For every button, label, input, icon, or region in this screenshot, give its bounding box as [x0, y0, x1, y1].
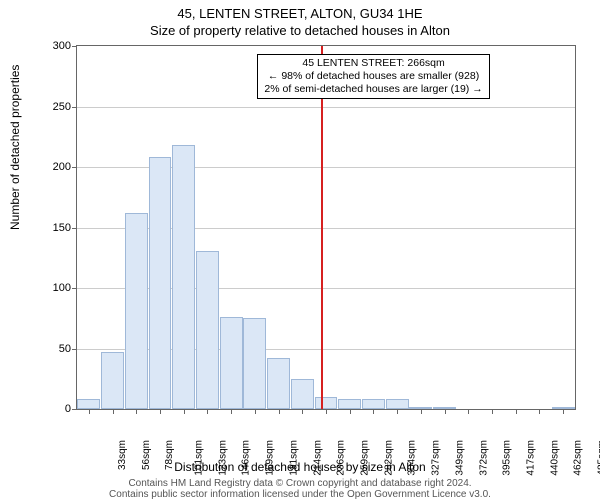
histogram-bar — [267, 358, 290, 409]
footer-attribution: Contains HM Land Registry data © Crown c… — [0, 478, 600, 500]
y-tick-mark — [72, 349, 77, 350]
footer-line1: Contains HM Land Registry data © Crown c… — [128, 478, 471, 489]
histogram-bar — [220, 317, 243, 409]
y-tick-label: 200 — [39, 161, 71, 173]
histogram-bar — [243, 318, 266, 409]
x-tick-mark — [421, 409, 422, 414]
histogram-bar — [196, 251, 219, 410]
x-tick-mark — [350, 409, 351, 414]
histogram-bar — [125, 213, 148, 409]
y-tick-mark — [72, 409, 77, 410]
y-tick-label: 300 — [39, 40, 71, 52]
x-tick-mark — [207, 409, 208, 414]
histogram-bar — [172, 145, 195, 409]
x-tick-mark — [326, 409, 327, 414]
histogram-bar — [77, 399, 100, 409]
y-tick-mark — [72, 46, 77, 47]
y-tick-mark — [72, 167, 77, 168]
x-axis-label: Distribution of detached houses by size … — [0, 460, 600, 474]
x-tick-mark — [373, 409, 374, 414]
annotation-box: 45 LENTEN STREET: 266sqm← 98% of detache… — [257, 54, 489, 99]
x-tick-mark — [516, 409, 517, 414]
x-tick-mark — [397, 409, 398, 414]
x-tick-mark — [113, 409, 114, 414]
x-tick-mark — [539, 409, 540, 414]
x-tick-mark — [492, 409, 493, 414]
page-title-desc: Size of property relative to detached ho… — [0, 21, 600, 38]
footer-line2: Contains public sector information licen… — [109, 489, 491, 500]
histogram-chart: 05010015020025030033sqm56sqm78sqm101sqm1… — [76, 45, 576, 410]
histogram-bar — [386, 399, 409, 409]
x-tick-mark — [302, 409, 303, 414]
y-axis-label: Number of detached properties — [8, 65, 22, 230]
histogram-bar — [291, 379, 314, 409]
histogram-bar — [101, 352, 124, 409]
y-tick-mark — [72, 228, 77, 229]
gridline — [77, 107, 575, 108]
y-tick-label: 100 — [39, 282, 71, 294]
x-tick-mark — [445, 409, 446, 414]
histogram-bar — [315, 397, 338, 409]
annot-line2: ← 98% of detached houses are smaller (92… — [268, 70, 479, 82]
histogram-bar — [362, 399, 385, 409]
annot-line3: 2% of semi-detached houses are larger (1… — [264, 83, 482, 95]
x-tick-mark — [184, 409, 185, 414]
y-tick-label: 0 — [39, 403, 71, 415]
y-tick-mark — [72, 288, 77, 289]
x-tick-mark — [89, 409, 90, 414]
x-tick-mark — [231, 409, 232, 414]
y-tick-mark — [72, 107, 77, 108]
y-tick-label: 150 — [39, 222, 71, 234]
x-tick-mark — [136, 409, 137, 414]
histogram-bar — [338, 399, 361, 409]
x-tick-mark — [279, 409, 280, 414]
y-tick-label: 50 — [39, 343, 71, 355]
reference-line — [321, 46, 323, 409]
x-tick-mark — [255, 409, 256, 414]
x-tick-mark — [160, 409, 161, 414]
histogram-bar — [149, 157, 172, 409]
x-tick-mark — [468, 409, 469, 414]
x-tick-mark — [563, 409, 564, 414]
annot-line1: 45 LENTEN STREET: 266sqm — [302, 57, 444, 69]
y-tick-label: 250 — [39, 101, 71, 113]
page-title-address: 45, LENTEN STREET, ALTON, GU34 1HE — [0, 0, 600, 21]
